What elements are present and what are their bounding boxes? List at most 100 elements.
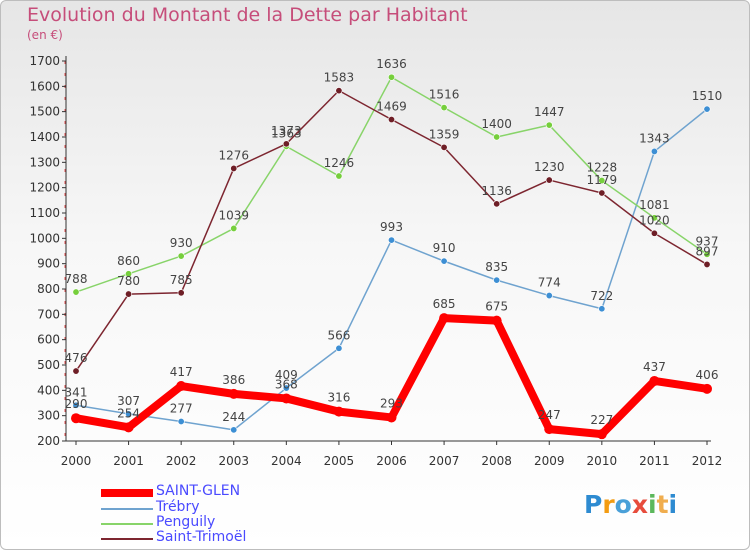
- legend-label: Trébry: [156, 499, 200, 515]
- data-label: 1516: [429, 88, 460, 102]
- data-label: 406: [696, 368, 719, 382]
- data-point: [230, 224, 238, 232]
- data-point: [596, 429, 607, 440]
- legend-label: Penguily: [156, 514, 216, 530]
- data-label: 937: [696, 234, 719, 248]
- x-tick-label: 2005: [324, 454, 355, 468]
- data-point: [123, 422, 134, 433]
- data-point: [493, 133, 501, 141]
- data-label: 307: [117, 394, 140, 408]
- data-point: [387, 236, 395, 244]
- x-tick-label: 2009: [534, 454, 565, 468]
- data-label: 993: [380, 220, 403, 234]
- data-point: [335, 344, 343, 352]
- data-label: 1179: [587, 173, 618, 187]
- data-label: 1230: [534, 160, 565, 174]
- data-label: 1400: [481, 117, 512, 131]
- y-tick-label: 800: [37, 282, 60, 296]
- data-point: [177, 252, 185, 260]
- data-point: [333, 406, 344, 417]
- y-tick-label: 500: [37, 358, 60, 372]
- data-label: 254: [117, 406, 140, 420]
- data-label: 1020: [639, 213, 670, 227]
- data-label: 685: [433, 297, 456, 311]
- data-label: 722: [590, 289, 613, 303]
- x-tick-label: 2008: [481, 454, 512, 468]
- chart-title: Evolution du Montant de la Dette par Hab…: [27, 4, 468, 26]
- x-tick-label: 2007: [429, 454, 460, 468]
- data-label: 785: [170, 273, 193, 287]
- x-tick-label: 2004: [271, 454, 302, 468]
- y-tick-label: 600: [37, 333, 60, 347]
- data-label: 1343: [639, 131, 670, 145]
- data-label: 227: [590, 413, 613, 427]
- data-point: [598, 177, 606, 185]
- legend-swatch: [101, 508, 153, 510]
- data-label: 1447: [534, 105, 565, 119]
- data-label: 247: [538, 408, 561, 422]
- data-label: 566: [327, 328, 350, 342]
- data-point: [493, 200, 501, 208]
- y-tick-label: 1500: [29, 105, 60, 119]
- data-point: [650, 147, 658, 155]
- data-point: [72, 401, 80, 409]
- data-point: [282, 384, 290, 392]
- x-tick-label: 2012: [692, 454, 723, 468]
- chart-unit-label: (en €): [27, 28, 63, 42]
- data-point: [281, 393, 292, 404]
- y-tick-label: 1300: [29, 155, 60, 169]
- x-tick-label: 2001: [113, 454, 144, 468]
- data-label: 1039: [218, 208, 249, 222]
- y-tick-label: 300: [37, 409, 60, 423]
- data-label: 897: [696, 244, 719, 258]
- data-label: 1276: [218, 148, 249, 162]
- logo-letter: x: [631, 490, 648, 519]
- legend-swatch: [101, 489, 153, 497]
- logo-letter: P: [584, 490, 603, 519]
- data-point: [703, 105, 711, 113]
- data-label: 1228: [587, 161, 618, 175]
- data-point: [493, 276, 501, 284]
- data-point: [177, 289, 185, 297]
- legend-swatch: [101, 523, 153, 525]
- data-label: 341: [65, 385, 88, 399]
- data-point: [228, 388, 239, 399]
- logo-letter: i: [648, 490, 657, 519]
- data-label: 386: [222, 373, 245, 387]
- data-point: [125, 290, 133, 298]
- data-point: [386, 412, 397, 423]
- y-tick-label: 700: [37, 307, 60, 321]
- logo-letter: r: [602, 490, 615, 519]
- data-point: [230, 426, 238, 434]
- data-label: 774: [538, 276, 561, 290]
- data-label: 835: [485, 260, 508, 274]
- data-label: 1469: [376, 100, 407, 114]
- data-point: [545, 292, 553, 300]
- data-label: 1636: [376, 57, 407, 71]
- y-tick-label: 1400: [29, 130, 60, 144]
- data-point: [545, 176, 553, 184]
- y-tick-label: 1100: [29, 206, 60, 220]
- y-tick-label: 200: [37, 434, 60, 448]
- series-line-tr-bry: [75, 108, 708, 431]
- data-point: [440, 143, 448, 151]
- data-point: [598, 305, 606, 313]
- data-label: 277: [170, 401, 193, 415]
- data-label: 1081: [639, 198, 670, 212]
- data-label: 244: [222, 410, 245, 424]
- data-point: [282, 140, 290, 148]
- data-label: 437: [643, 360, 666, 374]
- logo-letter: t: [656, 490, 669, 519]
- y-tick-label: 1700: [29, 54, 60, 68]
- data-label: 368: [275, 377, 298, 391]
- data-label: 860: [117, 254, 140, 268]
- data-label: 788: [65, 272, 88, 286]
- data-point: [176, 381, 187, 392]
- y-tick-label: 1200: [29, 181, 60, 195]
- data-point: [703, 250, 711, 258]
- data-point: [598, 189, 606, 197]
- x-tick-label: 2000: [61, 454, 92, 468]
- logo-letter: i: [668, 490, 678, 519]
- data-label: 1510: [692, 89, 723, 103]
